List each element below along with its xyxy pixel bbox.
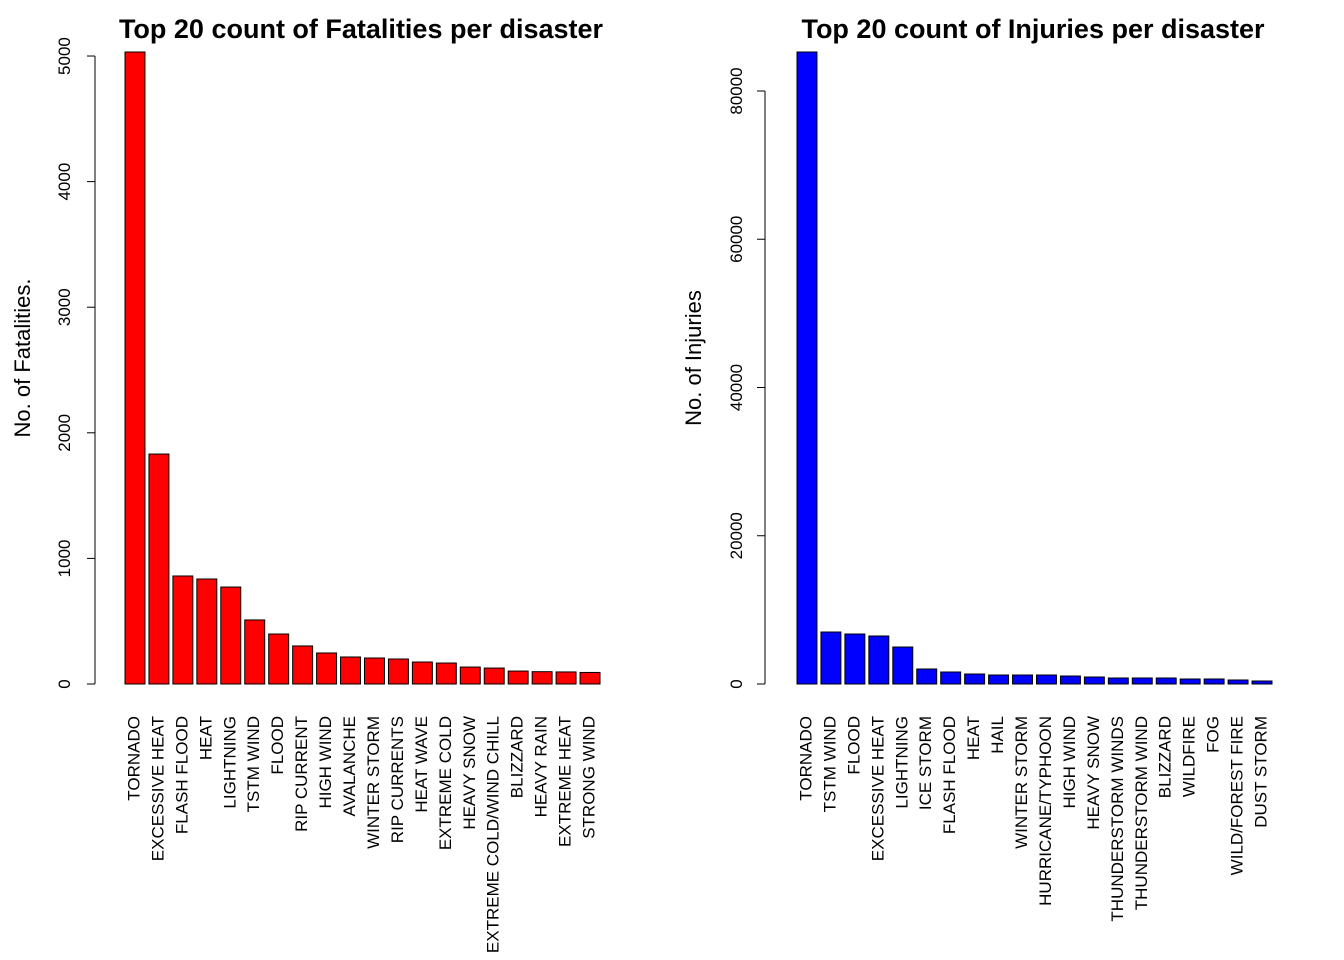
bar <box>292 645 314 685</box>
bar <box>555 671 577 685</box>
bar <box>1012 674 1034 685</box>
x-tick-label: HEAVY SNOW <box>1084 716 1103 830</box>
bar <box>579 671 601 685</box>
x-tick-label: EXTREME HEAT <box>556 716 575 847</box>
x-tick-label: FLOOD <box>844 716 863 775</box>
x-tick-label: HEAT WAVE <box>412 716 431 813</box>
bar <box>1155 677 1177 685</box>
x-tick-label: WINTER STORM <box>1012 716 1031 849</box>
x-tick-label: EXTREME COLD/WIND CHILL <box>484 716 503 953</box>
bar <box>1203 678 1225 685</box>
y-tick-label: 5000 <box>55 37 74 75</box>
x-tick-label: WILDFIRE <box>1180 716 1199 797</box>
bar <box>988 674 1010 685</box>
x-tick-label: DUST STORM <box>1252 716 1271 828</box>
x-tick-label: TORNADO <box>124 716 143 801</box>
x-tick-label: EXCESSIVE HEAT <box>148 716 167 861</box>
bar <box>1107 677 1129 685</box>
chart-title: Top 20 count of Injuries per disaster <box>801 14 1265 44</box>
bar <box>124 51 146 685</box>
bar <box>459 666 481 685</box>
x-tick-label: HEAT <box>964 716 983 760</box>
x-tick-label: FLASH FLOOD <box>172 716 191 834</box>
y-tick-label: 0 <box>55 679 74 688</box>
y-tick-label: 2000 <box>55 414 74 452</box>
bar <box>340 656 362 685</box>
x-tick-label: HEAT <box>196 716 215 760</box>
x-tick-label: STRONG WIND <box>580 716 599 839</box>
x-tick-label: FLOOD <box>268 716 287 775</box>
x-tick-label: FLASH FLOOD <box>940 716 959 834</box>
y-tick-label: 20000 <box>727 512 746 559</box>
x-tick-label: HIGH WIND <box>1060 716 1079 809</box>
x-tick-label: ICE STORM <box>916 716 935 810</box>
x-tick-label: BLIZZARD <box>508 716 527 798</box>
y-axis-label: No. of Fatalities. <box>10 279 35 438</box>
x-tick-label: EXTREME COLD <box>436 716 455 850</box>
bar <box>148 453 170 685</box>
x-tick-label: TSTM WIND <box>820 716 839 812</box>
bar <box>244 619 266 685</box>
y-axis-label: No. of Injuries <box>681 290 706 426</box>
y-tick-label: 1000 <box>55 539 74 577</box>
x-tick-label: THUNDERSTORM WIND <box>1132 716 1151 910</box>
x-tick-label: LIGHTNING <box>892 716 911 809</box>
x-tick-label: WILD/FOREST FIRE <box>1228 716 1247 875</box>
bar <box>1035 674 1057 685</box>
x-tick-label: WINTER STORM <box>364 716 383 849</box>
bar <box>363 657 385 685</box>
bar <box>220 586 242 685</box>
x-tick-label: HURRICANE/TYPHOON <box>1036 716 1055 906</box>
x-tick-label: TORNADO <box>796 716 815 801</box>
x-tick-label: FOG <box>1204 716 1223 753</box>
bar <box>892 646 914 685</box>
x-tick-label: THUNDERSTORM WINDS <box>1108 716 1127 922</box>
x-tick-label: EXCESSIVE HEAT <box>868 716 887 861</box>
bar <box>796 51 818 685</box>
x-tick-label: HAIL <box>988 716 1007 754</box>
x-tick-label: RIP CURRENT <box>292 716 311 832</box>
bar <box>483 667 505 685</box>
bar <box>1083 676 1105 685</box>
bar <box>268 633 290 685</box>
bar <box>172 575 194 685</box>
bar <box>531 671 553 685</box>
bar <box>387 658 409 685</box>
bar <box>1251 680 1273 685</box>
y-tick-label: 40000 <box>727 364 746 411</box>
x-tick-label: BLIZZARD <box>1156 716 1175 798</box>
bar <box>844 633 866 685</box>
y-tick-label: 80000 <box>727 67 746 114</box>
bar <box>1227 679 1249 685</box>
bar <box>411 661 433 685</box>
y-tick-label: 0 <box>727 679 746 688</box>
bar <box>868 635 890 685</box>
bar <box>1131 677 1153 685</box>
x-tick-label: AVALANCHE <box>340 716 359 816</box>
bar <box>196 578 218 685</box>
bar <box>1179 678 1201 685</box>
y-tick-label: 60000 <box>727 216 746 263</box>
bar <box>916 668 938 685</box>
bar <box>1059 675 1081 685</box>
x-tick-label: HEAVY RAIN <box>532 716 551 817</box>
bar <box>820 631 842 685</box>
x-tick-label: HEAVY SNOW <box>460 716 479 830</box>
y-tick-label: 3000 <box>55 288 74 326</box>
bar <box>435 662 457 685</box>
bar <box>940 671 962 685</box>
x-tick-label: LIGHTNING <box>220 716 239 809</box>
x-tick-label: HIGH WIND <box>316 716 335 809</box>
x-tick-label: TSTM WIND <box>244 716 263 812</box>
bar <box>964 673 986 685</box>
y-tick-label: 4000 <box>55 163 74 201</box>
bar <box>507 670 529 685</box>
x-tick-label: RIP CURRENTS <box>388 716 407 843</box>
chart-title: Top 20 count of Fatalities per disaster <box>119 14 604 44</box>
bar <box>316 652 338 685</box>
